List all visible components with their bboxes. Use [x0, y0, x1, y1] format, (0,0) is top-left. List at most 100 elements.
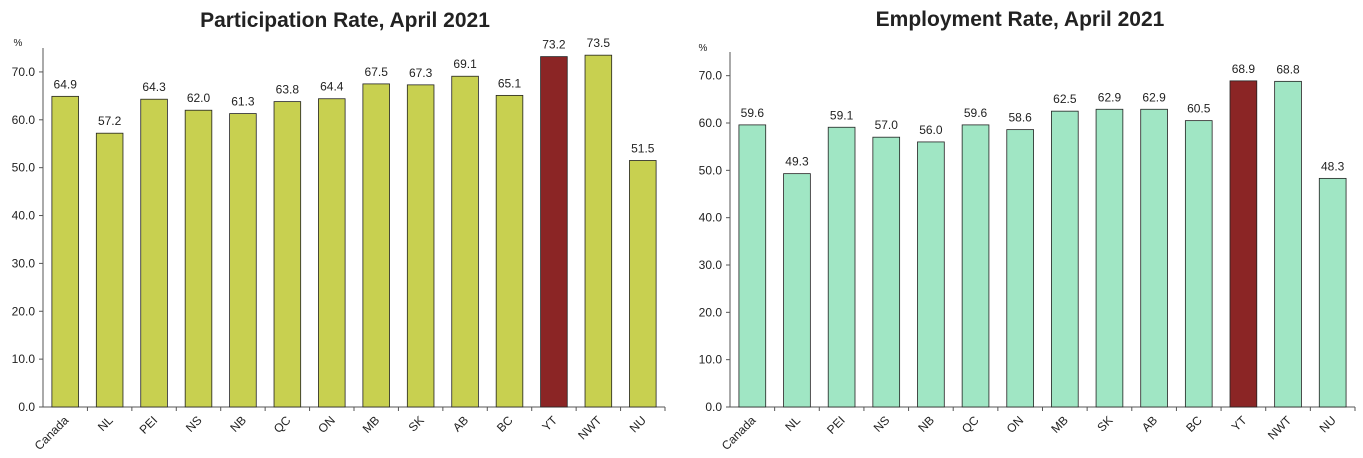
bar	[406, 84, 435, 408]
bar	[273, 101, 302, 408]
value-label: 57.2	[98, 114, 122, 128]
bar	[540, 56, 568, 408]
bar	[738, 124, 767, 408]
y-tick-label: 70.0	[12, 65, 36, 79]
x-tick-label: NS	[183, 413, 205, 435]
x-tick-label: NB	[915, 413, 937, 435]
bar	[229, 113, 257, 408]
value-label: 61.3	[231, 95, 255, 109]
value-label: 67.5	[365, 65, 389, 79]
value-label: 59.1	[830, 108, 854, 122]
value-label: 73.2	[542, 38, 566, 52]
value-label: 51.5	[631, 141, 655, 155]
value-label: 59.6	[741, 106, 765, 120]
bar	[451, 75, 479, 408]
value-label: 57.0	[875, 118, 899, 132]
x-tick-label: NL	[95, 413, 116, 434]
bar	[1006, 129, 1034, 408]
bar	[872, 136, 901, 408]
bar	[1095, 108, 1124, 408]
value-label: 73.5	[587, 36, 611, 50]
y-tick-label: 40.0	[699, 211, 723, 225]
x-tick-label: YT	[539, 413, 560, 434]
value-label: 49.3	[785, 155, 809, 169]
bar	[629, 160, 657, 408]
chart: Employment Rate, April 2021% 0.0 10.0 20.0 3…	[699, 8, 1356, 453]
x-tick-label: NS	[871, 413, 893, 435]
value-label: 62.0	[187, 91, 211, 105]
x-tick-label: BC	[1183, 413, 1205, 435]
bar	[318, 98, 346, 408]
y-tick-label: 50.0	[699, 163, 723, 177]
x-tick-label: Canada	[719, 413, 759, 453]
y-tick-label: 50.0	[12, 161, 36, 175]
bar	[51, 95, 79, 408]
bar	[1274, 80, 1302, 408]
bar	[1140, 108, 1168, 408]
y-tick-label: 10.0	[12, 352, 36, 366]
value-label: 67.3	[409, 66, 433, 80]
value-label: 64.9	[54, 77, 78, 91]
y-tick-label: 20.0	[12, 304, 36, 318]
y-tick-label: 60.0	[12, 113, 36, 127]
value-label: 60.5	[1187, 102, 1211, 116]
chart: Participation Rate, April 2021% 0.0 10.0 20…	[12, 9, 666, 453]
value-label: 63.8	[276, 83, 300, 97]
value-label: 58.6	[1008, 111, 1032, 125]
value-label: 48.3	[1321, 159, 1345, 173]
bar	[961, 124, 990, 408]
value-label: 62.5	[1053, 92, 1077, 106]
value-label: 64.4	[320, 80, 344, 94]
value-label: 69.1	[453, 57, 477, 71]
y-tick-label: 20.0	[699, 305, 723, 319]
value-label: 59.6	[964, 106, 988, 120]
x-tick-label: QC	[271, 413, 294, 436]
x-tick-label: ON	[315, 413, 338, 436]
value-label: 62.9	[1098, 90, 1122, 104]
y-tick-label: 60.0	[699, 116, 723, 130]
bar	[184, 109, 213, 408]
x-tick-label: SK	[1094, 413, 1115, 434]
value-label: 68.8	[1276, 62, 1300, 76]
x-tick-label: PEI	[824, 413, 848, 437]
bar	[362, 83, 390, 408]
x-tick-label: NWT	[1265, 413, 1295, 443]
y-tick-label: 10.0	[699, 353, 723, 367]
value-label: 64.3	[142, 80, 166, 94]
x-tick-label: ON	[1004, 413, 1027, 436]
value-label: 65.1	[498, 76, 522, 90]
y-tick-label: 0.0	[18, 400, 35, 414]
bar	[917, 141, 945, 408]
x-tick-label: AB	[450, 413, 471, 434]
bar	[140, 98, 168, 408]
y-tick-label: 30.0	[699, 258, 723, 272]
y-tick-label: 30.0	[12, 256, 36, 270]
bar	[95, 132, 124, 408]
x-tick-label: QC	[959, 413, 982, 436]
x-tick-label: PEI	[137, 413, 161, 437]
y-tick-label: 40.0	[12, 209, 36, 223]
value-label: 62.9	[1142, 90, 1166, 104]
value-label: 56.0	[919, 123, 943, 137]
x-tick-label: SK	[406, 413, 427, 434]
y-axis-label: %	[14, 38, 23, 49]
x-tick-label: BC	[494, 413, 516, 435]
x-tick-label: NU	[1317, 413, 1339, 435]
bar	[1229, 80, 1258, 408]
x-tick-label: NL	[782, 413, 803, 434]
y-axis-label: %	[699, 43, 708, 54]
bar	[584, 54, 613, 408]
x-tick-label: MB	[360, 413, 383, 436]
bar	[1051, 110, 1079, 408]
x-tick-label: NWT	[575, 413, 605, 443]
bar	[783, 173, 811, 408]
x-tick-label: NU	[627, 413, 649, 435]
x-tick-label: MB	[1048, 413, 1071, 436]
chart-title: Employment Rate, April 2021	[876, 8, 1165, 31]
value-label: 68.9	[1232, 62, 1256, 76]
y-tick-label: 0.0	[705, 400, 722, 414]
x-tick-label: YT	[1229, 413, 1250, 434]
bar	[1184, 120, 1213, 408]
bar	[495, 94, 524, 408]
